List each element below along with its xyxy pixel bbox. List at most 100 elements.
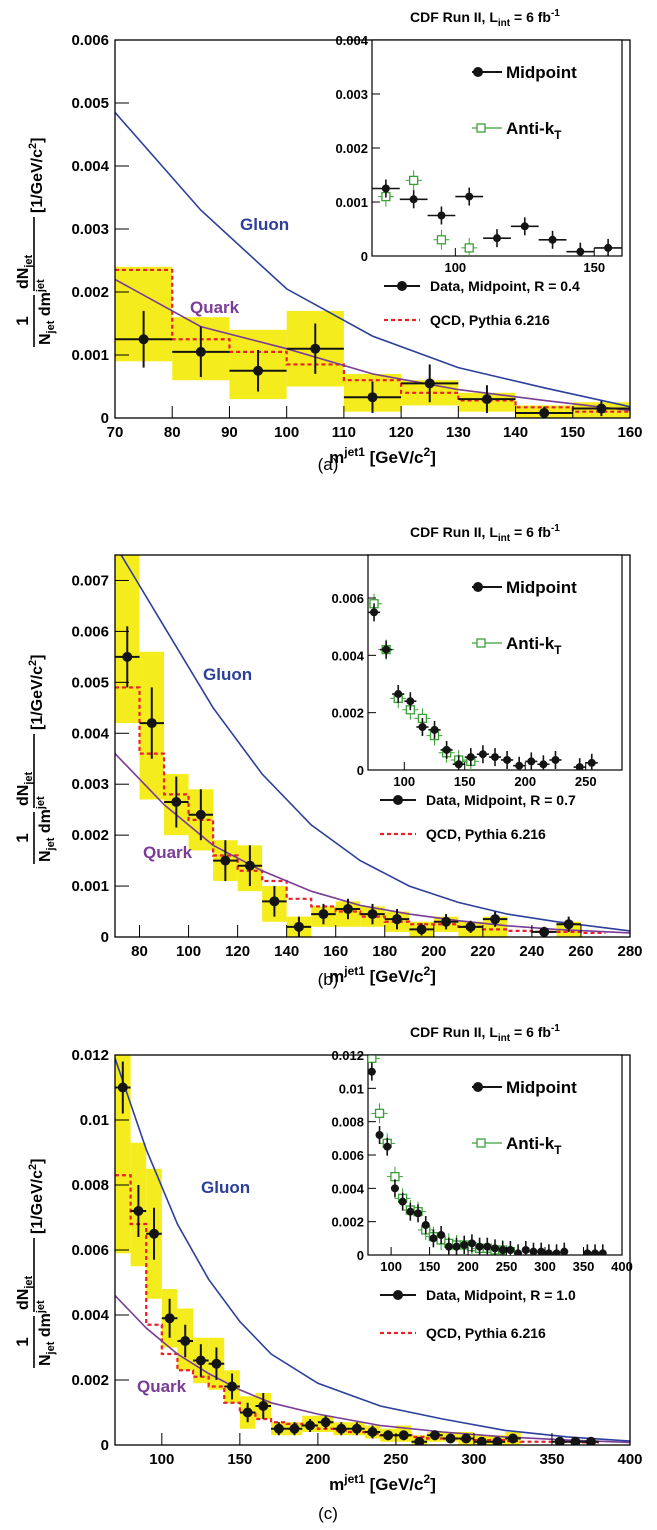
xlabel-unit-sup: 2 [424,1472,431,1486]
xlabel-end: ] [430,1475,436,1494]
akt-text: Anti-k [506,119,555,138]
ylabel-nj: Njet dmjet [35,1300,57,1366]
midpoint-point [491,1244,499,1253]
ylabel-dm: dm [37,292,54,320]
x-tick-label: 100 [149,1451,174,1468]
midpoint-point [466,753,475,762]
inset-frame [371,39,623,257]
midpoint-point [454,760,463,769]
xlabel-unit: [GeV/c [365,1475,424,1494]
x-tick-label: 400 [617,1451,642,1468]
midpoint-point [548,235,557,244]
xlabel-sup: jet1 [343,1472,365,1486]
data-point [273,1423,284,1434]
ylabel-unit-end: ] [29,655,46,660]
y-tick-label: 0 [101,410,109,427]
ylabel-dn-sub: jet [23,1275,35,1289]
inset-y-tick-label: 0 [357,1248,364,1263]
data-point [164,1313,175,1324]
inset-y-tick-label: 0.002 [335,141,368,156]
inset: 100 150 200 250 0 0.002 0.004 0.006 Midpoint Anti… [331,554,623,789]
data-point [563,919,574,930]
gluon-label: Gluon [203,665,252,684]
panel-1: 70 80 90 100 110 120 130 140 150 16000.0010.0020.… [13,8,643,467]
data-point [149,1228,160,1239]
midpoint-point [390,1184,399,1193]
legend-data-marker [393,1290,403,1300]
data-point [171,797,182,808]
data-point [293,921,304,932]
header-text: CDF Run II, L [410,524,498,540]
xlabel-unit-sup: 2 [424,964,431,978]
midpoint-point [452,1242,461,1251]
data-point [539,926,550,937]
midpoint-point [506,1246,515,1254]
y-tick-label: 0.01 [80,1112,109,1129]
data-point [539,407,550,418]
midpoint-point [604,243,613,252]
midpoint-point [430,725,439,734]
inset-x-tick-label: 100 [393,774,415,789]
uncertainty-band [115,1055,131,1254]
x-tick-label: 80 [164,424,181,441]
qcd-histogram [115,268,630,413]
header-sup: -1 [551,8,560,19]
midpoint-point [475,1242,484,1251]
ylabel-unit-text: [1/GeV/c [29,666,46,730]
quark-label: Quark [143,843,193,862]
data-point [585,1436,596,1445]
x-axis-label: mjet1 [GeV/c2] [329,445,436,467]
midpoint-point [418,723,427,731]
midpoint-point [520,222,529,231]
akt-text: Anti-k [506,1134,555,1153]
header-sup: -1 [551,1023,560,1034]
ylabel-dn-sub: jet [23,771,35,785]
data-point [146,718,157,729]
midpoint-point [515,761,524,770]
inset-plot [368,593,598,770]
inset-x-tick-label: 150 [583,260,605,275]
x-tick-label: 140 [274,943,299,960]
x-tick-label: 150 [560,424,585,441]
ylabel-one: 1 [13,316,32,325]
ylabel-unit-sup: 2 [27,660,39,666]
xlabel-m: m [329,1475,344,1494]
header-sup: -1 [551,523,560,534]
legend-qcd-label: QCD, Pythia 6.216 [426,1325,546,1341]
data-point [242,1407,253,1418]
midpoint-point [493,234,501,243]
midpoint-point [465,192,474,201]
x-tick-label: 80 [131,943,148,960]
y-tick-label: 0.001 [71,347,109,364]
y-tick-label: 0.001 [71,878,109,895]
x-tick-label: 220 [470,943,495,960]
data-point [336,1423,347,1434]
ylabel-unit-sup: 2 [27,1164,39,1170]
xlabel-end: ] [430,448,436,467]
inset-frame [367,554,623,771]
xlabel-m: m [329,448,344,467]
data-point [441,916,452,927]
x-tick-label: 250 [383,1451,408,1468]
midpoint-point [527,757,536,766]
legend-data-label: Data, Midpoint, R = 0.7 [426,792,576,808]
ylabel-one: 1 [13,1337,32,1346]
x-tick-label: 70 [107,424,124,441]
plot-area [115,1055,630,1445]
legend-data-marker [397,281,407,291]
data-point [211,1358,222,1369]
inset-y-tick-label: 0.006 [331,591,364,606]
data-point [476,1436,487,1445]
panel-header: CDF Run II, Lint = 6 fb-1 [410,523,560,544]
midpoint-point [442,745,451,754]
midpoint-point [539,760,548,769]
ylabel-dn: dNjet [15,254,35,289]
data-point [367,909,378,920]
ylabel-dn: dNjet [15,1275,35,1310]
panel-label: (c) [318,1504,338,1523]
data-point [195,1355,206,1366]
xlabel-end: ] [430,967,436,986]
data-point [195,346,206,357]
midpoint-point [498,1246,507,1254]
